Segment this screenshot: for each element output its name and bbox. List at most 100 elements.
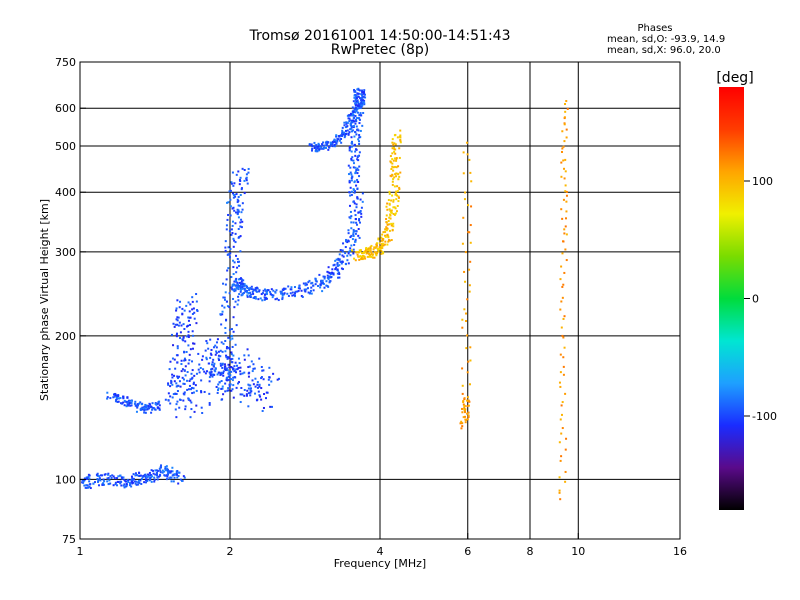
data-point — [561, 427, 564, 430]
data-point — [232, 273, 235, 276]
data-point — [318, 148, 321, 151]
data-point — [395, 172, 398, 175]
data-point — [246, 287, 249, 290]
data-point — [282, 293, 285, 296]
data-point — [203, 370, 206, 373]
data-point — [110, 476, 113, 479]
data-point — [239, 235, 242, 238]
data-point — [224, 283, 227, 286]
data-point — [252, 289, 255, 292]
data-point — [149, 476, 152, 479]
data-point — [121, 402, 124, 405]
data-point — [560, 208, 563, 211]
data-point — [269, 405, 272, 408]
data-point — [211, 373, 214, 376]
data-point — [359, 129, 362, 132]
data-point — [362, 95, 365, 98]
data-point — [134, 474, 137, 477]
data-point — [467, 399, 470, 402]
data-point — [358, 249, 361, 252]
data-point — [365, 249, 368, 252]
data-point — [370, 252, 373, 255]
data-point — [239, 393, 242, 396]
data-point — [232, 384, 235, 387]
data-point — [180, 363, 183, 366]
data-point — [247, 366, 250, 369]
data-point — [114, 393, 117, 396]
data-point — [357, 105, 360, 108]
data-point — [386, 202, 389, 205]
data-point — [191, 369, 194, 372]
data-point — [280, 292, 283, 295]
data-point — [253, 297, 256, 300]
data-point — [147, 473, 150, 476]
data-point — [331, 143, 334, 146]
data-point — [356, 167, 359, 170]
data-point — [395, 175, 398, 178]
data-point — [227, 267, 230, 270]
data-point — [355, 109, 358, 112]
data-point — [565, 194, 568, 197]
data-point — [463, 404, 466, 407]
data-point — [262, 289, 265, 292]
data-point — [390, 224, 393, 227]
data-point — [466, 371, 469, 374]
data-point — [392, 178, 395, 181]
data-point — [371, 256, 374, 259]
data-point — [228, 292, 231, 295]
data-point — [394, 173, 397, 176]
data-point — [352, 117, 355, 120]
data-point — [205, 340, 208, 343]
data-point — [390, 209, 393, 212]
data-point — [190, 408, 193, 411]
data-point — [115, 477, 118, 480]
data-point — [468, 290, 471, 293]
data-point — [112, 475, 115, 478]
data-point — [198, 371, 201, 374]
data-point — [268, 366, 271, 369]
data-point — [386, 234, 389, 237]
data-point — [164, 469, 167, 472]
data-point — [128, 402, 131, 405]
data-point — [222, 393, 225, 396]
data-point — [361, 89, 364, 92]
data-point — [328, 145, 331, 148]
data-point — [102, 482, 105, 485]
data-point — [154, 408, 157, 411]
data-point — [189, 348, 192, 351]
data-point — [258, 385, 261, 388]
chart-subtitle: RwPretec (8p) — [331, 42, 429, 58]
data-point — [193, 342, 196, 345]
data-point — [112, 396, 115, 399]
data-point — [176, 390, 179, 393]
data-point — [187, 319, 190, 322]
data-point — [561, 285, 564, 288]
data-point — [241, 167, 244, 170]
data-point — [565, 136, 568, 139]
data-point — [359, 104, 362, 107]
data-point — [234, 343, 237, 346]
data-point — [212, 364, 215, 367]
data-point — [347, 132, 350, 135]
data-point — [187, 388, 190, 391]
data-point — [136, 406, 139, 409]
data-point — [127, 479, 130, 482]
data-point — [138, 481, 141, 484]
data-point — [86, 476, 89, 479]
data-point — [356, 111, 359, 114]
data-point — [232, 237, 235, 240]
data-point — [247, 292, 250, 295]
data-point — [564, 103, 567, 106]
data-point — [338, 264, 341, 267]
data-point — [357, 255, 360, 258]
data-point — [208, 376, 211, 379]
data-point — [462, 216, 465, 219]
data-point — [236, 368, 239, 371]
data-point — [113, 477, 116, 480]
data-point — [345, 121, 348, 124]
data-point — [348, 149, 351, 152]
data-point — [175, 309, 178, 312]
data-point — [355, 97, 358, 100]
data-point — [223, 367, 226, 370]
data-point — [350, 119, 353, 122]
